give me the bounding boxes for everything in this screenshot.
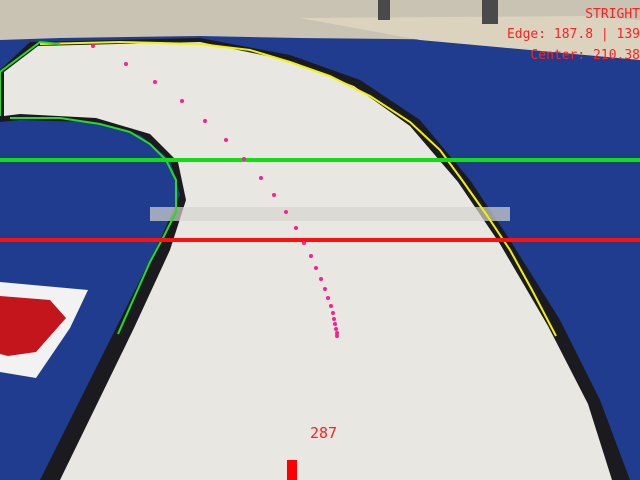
- center-point: [309, 254, 313, 258]
- steer-marker: [287, 460, 297, 480]
- centerline-points: [91, 44, 339, 338]
- center-point: [335, 334, 339, 338]
- center-point: [294, 226, 298, 230]
- center-point: [302, 241, 306, 245]
- center-point: [284, 210, 288, 214]
- center-point: [335, 331, 339, 335]
- edge-readout: Edge: 187.8 | 139: [506, 27, 640, 42]
- center-point: [203, 119, 207, 123]
- upper-scan-line: [0, 158, 640, 162]
- center-readout: Center: 210.38: [530, 48, 640, 63]
- lower-scan-line: [0, 238, 640, 242]
- center-point: [319, 277, 323, 281]
- center-point: [332, 317, 336, 321]
- center-point: [329, 304, 333, 308]
- center-point: [333, 322, 337, 326]
- center-point: [153, 80, 157, 84]
- center-point: [124, 62, 128, 66]
- drive-status-text: STRIGHT: [585, 7, 640, 22]
- right-edge-line: [39, 40, 557, 337]
- center-point: [272, 193, 276, 197]
- background-shelf: [300, 16, 640, 60]
- steer-value: 287: [310, 424, 338, 442]
- shelf-leg-right: [482, 0, 498, 24]
- center-point: [180, 99, 184, 103]
- center-point: [259, 176, 263, 180]
- center-point: [331, 311, 335, 315]
- left-edge-line-top: [0, 40, 61, 116]
- center-point: [224, 138, 228, 142]
- center-point: [334, 327, 338, 331]
- center-point: [314, 266, 318, 270]
- left-edge-line: [10, 117, 177, 335]
- center-point: [242, 157, 246, 161]
- center-point: [326, 296, 330, 300]
- center-point: [91, 44, 95, 48]
- center-point: [323, 287, 327, 291]
- shelf-leg-left: [378, 0, 390, 20]
- track-surface: [4, 42, 612, 480]
- track-seam: [150, 207, 510, 221]
- red-toolbox: [0, 296, 66, 356]
